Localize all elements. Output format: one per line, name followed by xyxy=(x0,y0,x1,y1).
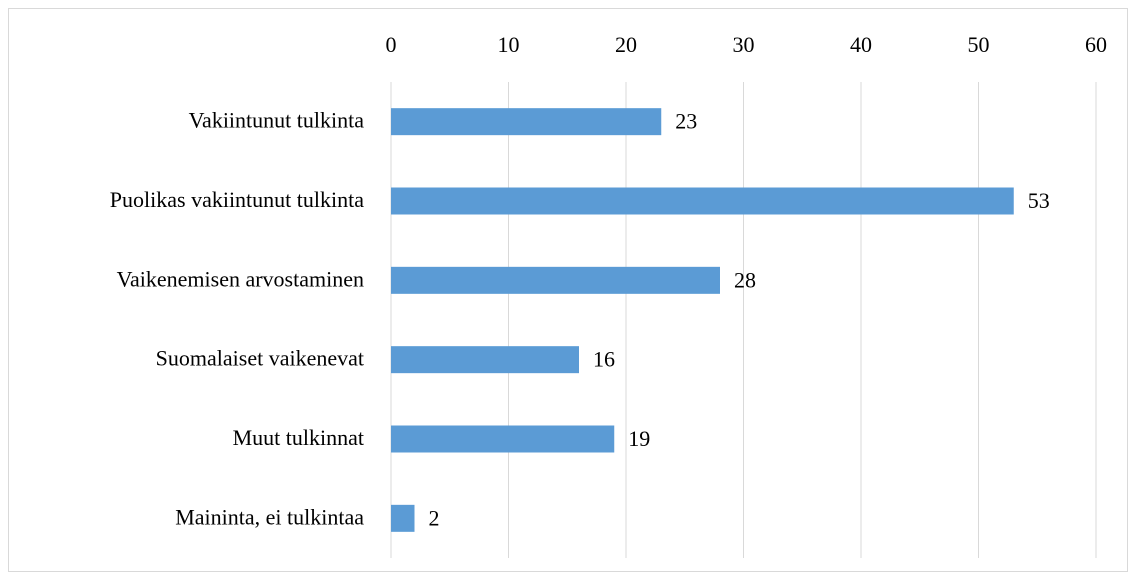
data-label: 19 xyxy=(628,426,650,451)
x-tick-label: 0 xyxy=(386,32,397,57)
bar xyxy=(391,425,615,453)
x-tick-label: 60 xyxy=(1085,32,1107,57)
x-tick-label: 40 xyxy=(850,32,872,57)
y-tick-label: Puolikas vakiintunut tulkinta xyxy=(110,187,364,212)
data-label: 2 xyxy=(429,505,440,530)
y-tick-label: Vakiintunut tulkinta xyxy=(189,108,365,133)
data-label: 16 xyxy=(593,347,615,372)
x-tick-label: 20 xyxy=(615,32,637,57)
data-label: 23 xyxy=(675,109,697,134)
data-label: 28 xyxy=(734,267,756,292)
y-tick-label: Maininta, ei tulkintaa xyxy=(175,504,364,529)
bar xyxy=(391,504,415,532)
bar xyxy=(391,266,720,294)
x-tick-label: 50 xyxy=(968,32,990,57)
bar xyxy=(391,108,662,136)
data-label: 53 xyxy=(1028,188,1050,213)
y-tick-label: Vaikenemisen arvostaminen xyxy=(117,266,364,291)
bar xyxy=(391,187,1014,215)
y-tick-label: Muut tulkinnat xyxy=(233,425,364,450)
x-tick-label: 10 xyxy=(498,32,520,57)
x-tick-label: 30 xyxy=(733,32,755,57)
bar xyxy=(391,346,579,374)
y-tick-label: Suomalaiset vaikenevat xyxy=(156,346,364,371)
